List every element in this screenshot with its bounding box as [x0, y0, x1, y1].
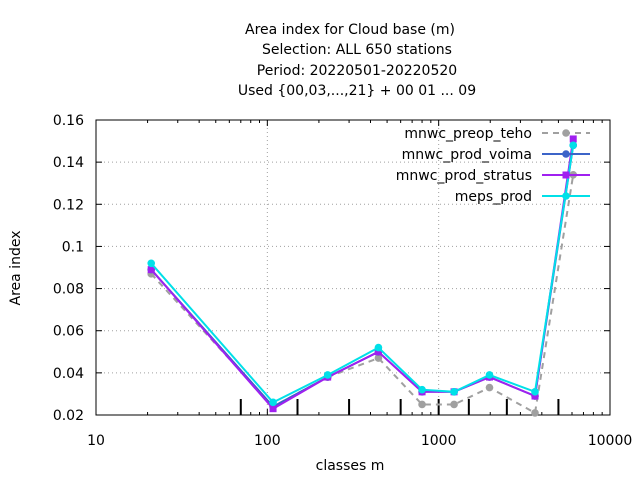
data-point — [269, 405, 277, 413]
legend-label: mnwc_prod_voima — [402, 147, 532, 163]
data-point — [269, 398, 277, 407]
title-line-4: Used {00,03,...,21} + 00 01 ... 09 — [238, 83, 476, 99]
y-tick-label: 0.14 — [53, 155, 84, 171]
y-tick-label: 0.12 — [53, 197, 84, 213]
legend: mnwc_preop_teho mnwc_prod_voima mnwc_prod_… — [396, 126, 590, 205]
legend-item-mnwc_prod_stratus: mnwc_prod_stratus — [396, 168, 590, 184]
x-tick-label: 100 — [254, 433, 281, 449]
data-point — [485, 383, 494, 392]
data-point — [374, 354, 383, 362]
data-point — [485, 371, 494, 379]
series-layer — [147, 135, 578, 417]
plot-frame — [95, 119, 611, 416]
series-meps_prod — [147, 141, 578, 407]
data-point — [569, 141, 578, 150]
legend-item-mnwc_prod_voima: mnwc_prod_voima — [402, 147, 590, 163]
legend-item-mnwc_preop_teho: mnwc_preop_teho — [404, 126, 590, 142]
title-line-2: Selection: ALL 650 stations — [262, 42, 452, 58]
x-tick-label: 1000 — [421, 433, 457, 449]
data-point — [374, 343, 383, 352]
series-mnwc_preop_teho — [147, 170, 578, 417]
legend-marker — [562, 192, 570, 200]
x-tick-label: 10 — [87, 433, 105, 449]
legend-label: mnwc_prod_stratus — [396, 168, 532, 184]
x-axis-label: classes m — [316, 458, 385, 474]
data-point — [531, 392, 539, 400]
legend-item-meps_prod: meps_prod — [455, 189, 590, 205]
data-point — [450, 400, 458, 409]
y-tick-label: 0.04 — [53, 366, 84, 382]
grid — [96, 120, 610, 415]
data-point — [418, 400, 426, 409]
data-point — [374, 348, 382, 356]
y-tick-label: 0.16 — [53, 113, 84, 129]
y-tick-label: 0.08 — [53, 282, 84, 298]
y-tick-label: 0.1 — [62, 239, 84, 255]
title-line-3: Period: 20220501-20220520 — [257, 63, 457, 79]
data-point — [531, 388, 539, 396]
legend-label: mnwc_preop_teho — [404, 126, 532, 142]
legend-marker — [562, 171, 570, 179]
y-tick-label: 0.06 — [53, 324, 84, 340]
data-point — [531, 409, 539, 417]
data-point — [569, 135, 577, 143]
title-line-1: Area index for Cloud base (m) — [245, 22, 455, 38]
chart-title: Area index for Cloud base (m) Selection:… — [238, 22, 476, 99]
data-point — [323, 371, 332, 379]
x-tick-label: 10000 — [588, 433, 633, 449]
data-point — [450, 388, 458, 396]
legend-marker — [562, 129, 570, 137]
class-boundaries — [239, 399, 560, 415]
data-point — [147, 266, 155, 274]
axes: 0.02 0.04 0.06 0.08 0.1 0.12 0.14 0.16 10 100 1000… — [53, 113, 632, 449]
y-axis-label: Area index — [8, 231, 24, 306]
series-line — [150, 145, 575, 408]
legend-label: meps_prod — [455, 189, 532, 205]
legend-marker — [562, 150, 570, 158]
data-point — [147, 259, 156, 268]
series-line — [150, 174, 575, 415]
data-point — [418, 385, 426, 394]
y-tick-label: 0.02 — [53, 408, 84, 424]
